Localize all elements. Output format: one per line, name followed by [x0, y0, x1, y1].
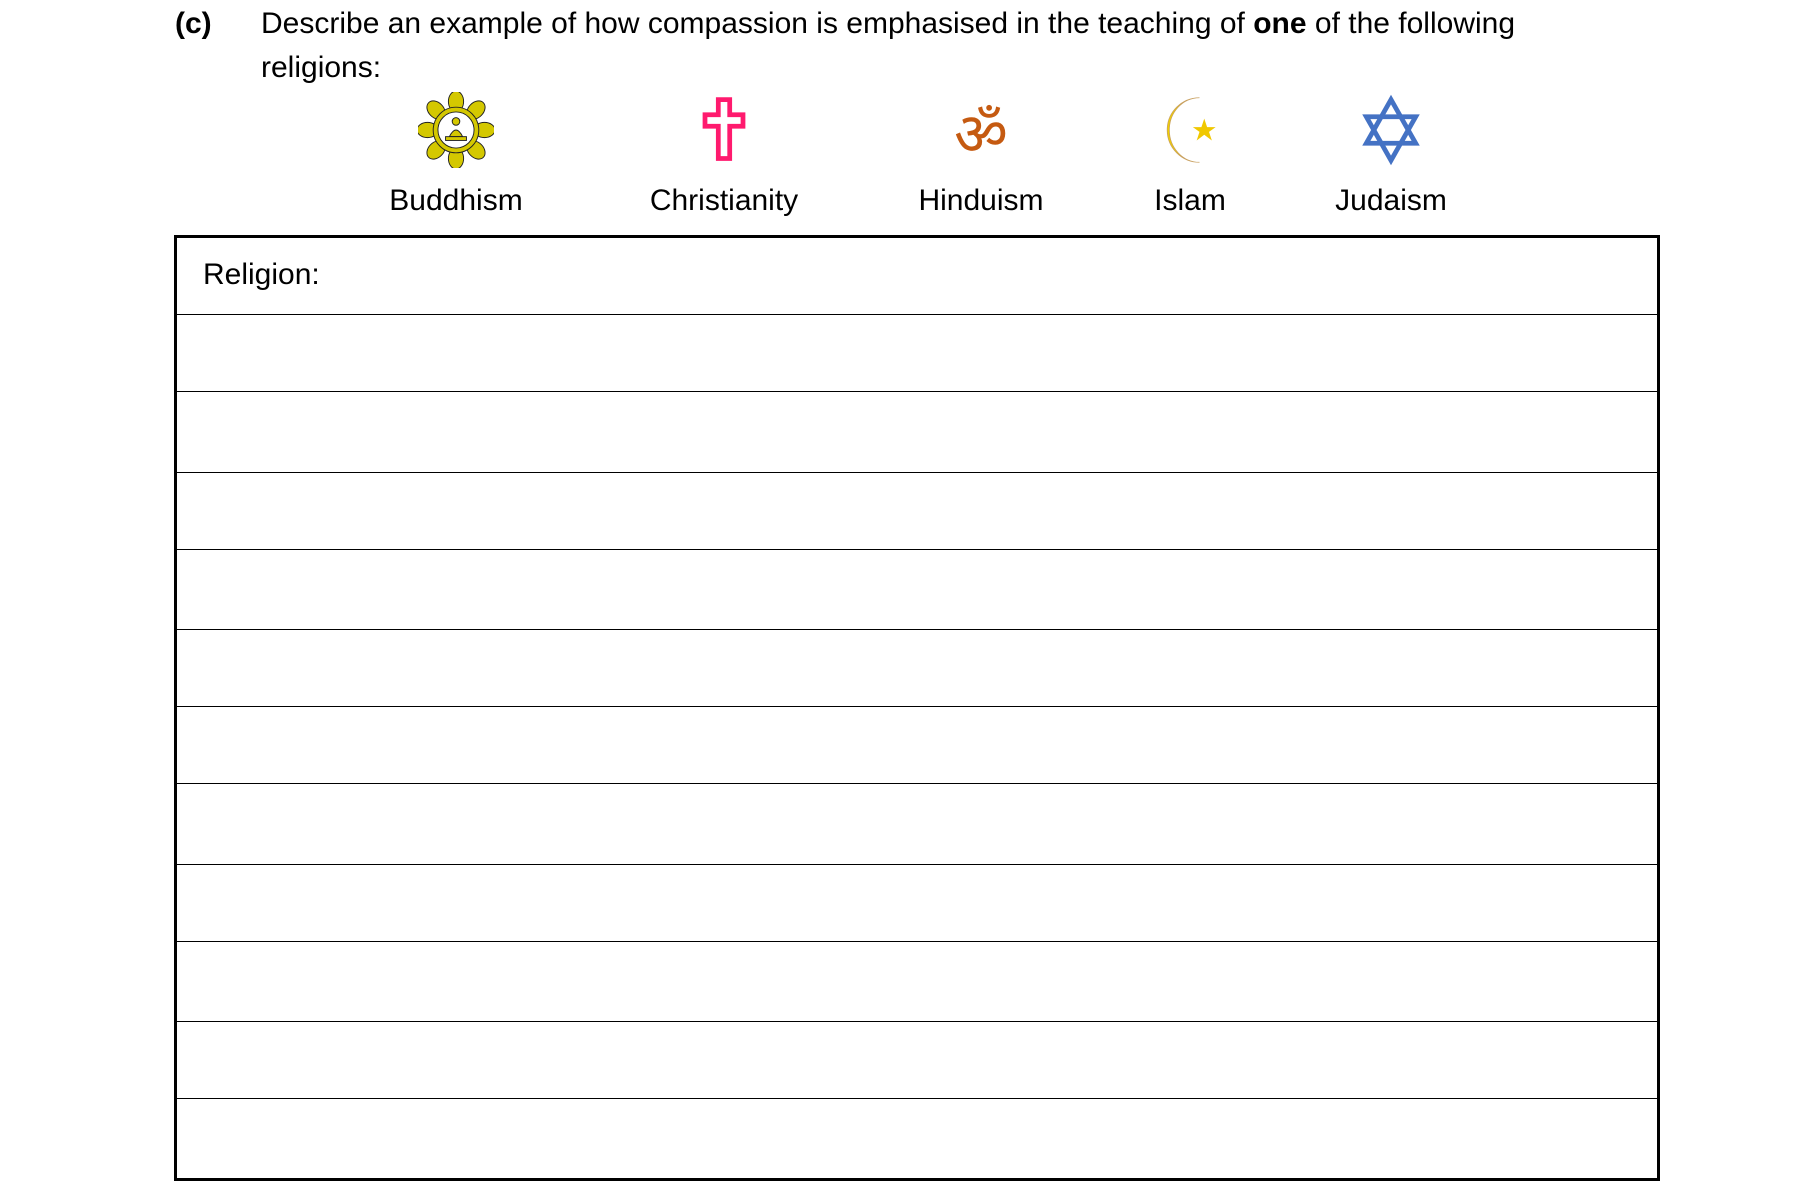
answer-line [177, 941, 1657, 942]
question-text-start: Describe an example of how compassion is… [261, 7, 1254, 40]
religion-islam: Islam [1090, 92, 1290, 218]
svg-text:ॐ: ॐ [954, 100, 1008, 168]
answer-line [177, 314, 1657, 315]
answer-line [177, 391, 1657, 392]
answer-line [177, 1098, 1657, 1099]
religion-christianity: Christianity [624, 92, 824, 218]
answer-line [177, 1021, 1657, 1022]
religion-judaism: Judaism [1291, 92, 1491, 218]
religion-buddhism: Buddhism [356, 92, 556, 218]
answer-line [177, 706, 1657, 707]
religion-name: Christianity [649, 184, 799, 217]
star-of-david-icon [1362, 94, 1420, 166]
question-emphasis: one [1253, 7, 1307, 40]
question-text: Describe an example of how compassion is… [261, 2, 1611, 90]
answer-box[interactable]: Religion: [174, 235, 1660, 1181]
answer-line [177, 629, 1657, 630]
question-text-end: of the following religions: [261, 7, 1516, 84]
religion-name: Buddhism [389, 184, 523, 217]
cross-icon [702, 97, 746, 161]
religion-name: Islam [1154, 184, 1226, 217]
answer-line [177, 472, 1657, 473]
crescent-star-icon [1166, 97, 1216, 163]
religion-name: Judaism [1335, 184, 1447, 217]
question-label: (c) [175, 7, 212, 40]
religion-hinduism: ॐ Hinduism [881, 92, 1081, 218]
answer-line [177, 783, 1657, 784]
religion-name: Hinduism [918, 184, 1044, 217]
answer-line [177, 549, 1657, 550]
om-icon: ॐ [954, 100, 1008, 168]
religion-label: Religion: [203, 258, 320, 291]
lotus-buddha-icon [418, 92, 494, 168]
answer-line [177, 864, 1657, 865]
